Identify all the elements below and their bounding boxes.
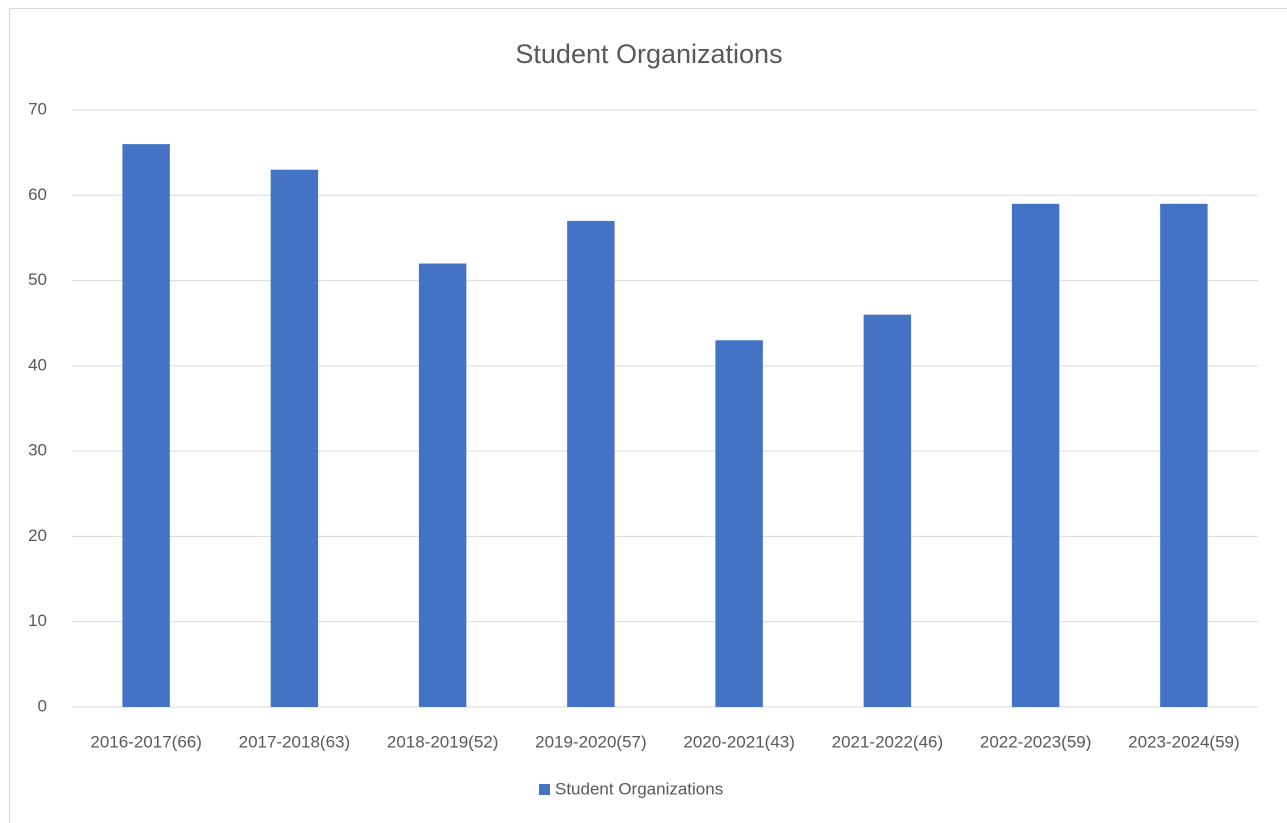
y-tick-label: 60 [28,185,47,204]
x-tick-label: 2019-2020(57) [535,732,647,751]
bar [1160,203,1208,708]
y-tick-label: 70 [28,99,47,118]
y-tick-label: 20 [28,526,47,545]
bar [863,314,912,707]
x-tick-label: 2017-2018(63) [239,732,351,751]
x-tick-label: 2022-2023(59) [980,732,1092,751]
y-tick-label: 30 [28,441,47,460]
chart-border [9,8,1287,823]
bar [715,340,763,707]
x-tick-label: 2020-2021(43) [683,732,795,751]
y-tick-label: 50 [28,270,47,289]
x-tick-label: 2018-2019(52) [387,732,499,751]
x-tick-label: 2021-2022(46) [832,732,944,751]
bar [418,263,467,707]
y-tick-label: 10 [28,611,47,630]
y-tick-label: 40 [28,355,47,374]
x-tick-label: 2016-2017(66) [90,732,202,751]
legend-label: Student Organizations [555,779,723,798]
bar [122,144,170,708]
legend-swatch [539,784,550,795]
bar [1011,203,1060,708]
bar [270,169,319,707]
bar [567,220,615,707]
x-tick-label: 2023-2024(59) [1128,732,1240,751]
y-tick-label: 0 [38,696,47,715]
chart-title: Student Organizations [515,39,782,69]
